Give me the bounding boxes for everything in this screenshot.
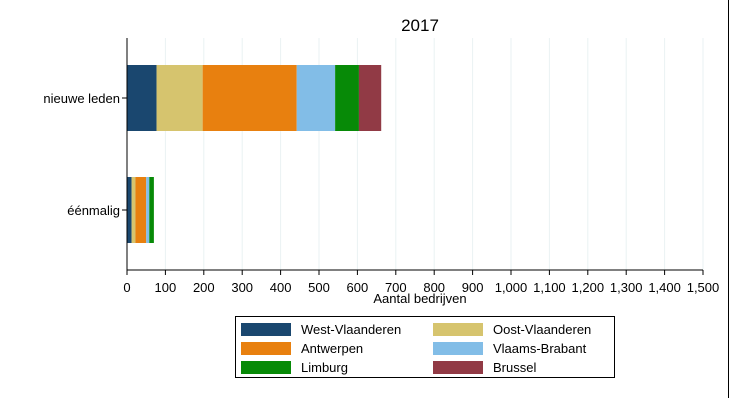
legend-swatch (241, 360, 291, 374)
x-tick-label: 500 (308, 280, 330, 295)
y-category-label: éénmalig (67, 203, 120, 218)
bar-segment (127, 65, 157, 131)
legend-item: West-Vlaanderen (241, 320, 401, 338)
bar-segment (202, 65, 297, 131)
x-tick-label: 0 (123, 280, 130, 295)
x-tick-label: 1,200 (572, 280, 605, 295)
legend-item: Antwerpen (241, 339, 363, 357)
legend-item: Limburg (241, 358, 348, 376)
bar-segment (127, 177, 132, 243)
x-tick-label: 1,000 (495, 280, 528, 295)
x-tick-label: 700 (385, 280, 407, 295)
x-tick-label: 900 (462, 280, 484, 295)
legend: West-Vlaanderen Oost-Vlaanderen Antwerpen V… (235, 316, 615, 378)
bar-segment (156, 65, 203, 131)
legend-label: Antwerpen (301, 340, 364, 356)
bar-segment (131, 177, 136, 243)
legend-item: Vlaams-Brabant (433, 339, 586, 357)
legend-swatch (241, 341, 291, 355)
x-tick-label: 100 (155, 280, 177, 295)
legend-swatch (433, 341, 483, 355)
x-tick-label: 800 (423, 280, 445, 295)
x-tick-label: 1,100 (533, 280, 566, 295)
legend-swatch (433, 360, 483, 374)
y-category-labels: nieuwe leden éénmalig (43, 91, 127, 218)
chart-title: 2017 (401, 16, 439, 35)
legend-label: Brussel (493, 359, 537, 375)
legend-swatch (241, 322, 291, 336)
x-tick-label: 600 (347, 280, 369, 295)
legend-swatch (433, 322, 483, 336)
bar-segment (335, 65, 359, 131)
x-tick-label: 300 (231, 280, 253, 295)
x-ticks: 0 100 200 300 400 500 600 700 800 900 1,000 1,100 1,… (123, 270, 719, 295)
x-axis-label: Aantal bedrijven (373, 291, 466, 306)
x-tick-label: 1,300 (610, 280, 643, 295)
x-tick-label: 400 (270, 280, 292, 295)
x-tick-label: 1,500 (687, 280, 720, 295)
bar-segment (296, 65, 336, 131)
right-border (728, 0, 729, 398)
legend-item: Oost-Vlaanderen (433, 320, 591, 338)
legend-label: Limburg (301, 359, 348, 375)
y-category-label: nieuwe leden (43, 91, 120, 106)
x-tick-label: 1,400 (648, 280, 681, 295)
bar-segment (135, 177, 147, 243)
legend-label: Vlaams-Brabant (493, 340, 587, 356)
bar-segment (358, 65, 382, 131)
legend-label: Oost-Vlaanderen (493, 321, 592, 337)
bar-segment (146, 177, 150, 243)
legend-item: Brussel (433, 358, 536, 376)
x-tick-label: 200 (193, 280, 215, 295)
bars (127, 65, 382, 243)
legend-label: West-Vlaanderen (301, 321, 402, 337)
bar-segment (149, 177, 154, 243)
